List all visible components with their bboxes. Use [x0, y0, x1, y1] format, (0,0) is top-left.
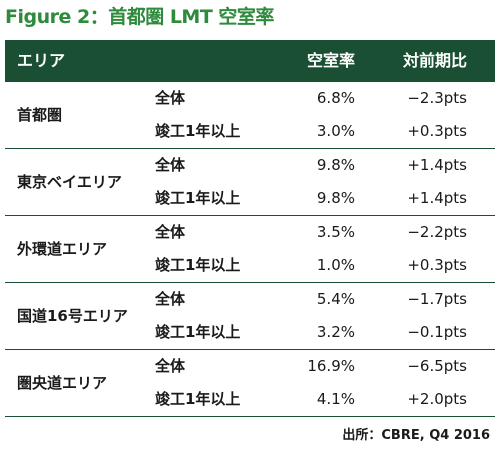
row-category: 全体	[155, 223, 186, 241]
table-row: 竣工1年以上 4.1% +2.0pts	[5, 383, 495, 416]
vacancy-value: 16.9%	[307, 357, 355, 375]
table-row: 竣工1年以上 3.0% +0.3pts	[5, 115, 495, 148]
table-group: 外環道エリア 全体 3.5% −2.2pts 竣工1年以上 1.0% +0.3pts	[5, 216, 495, 283]
vacancy-value: 9.8%	[316, 156, 355, 174]
row-category: 全体	[155, 156, 186, 174]
vacancy-value: 4.1%	[316, 390, 355, 408]
header-yoy: 対前期比	[402, 51, 467, 70]
table-row: 全体 6.8% −2.3pts	[5, 82, 495, 115]
row-category: 全体	[155, 290, 186, 308]
table-group: 圏央道エリア 全体 16.9% −6.5pts 竣工1年以上 4.1% +2.0pts	[5, 350, 495, 417]
header-vacancy: 空室率	[306, 51, 355, 70]
table-row: 竣工1年以上 3.2% −0.1pts	[5, 316, 495, 349]
vacancy-value: 3.2%	[316, 323, 355, 341]
table-row: 全体 3.5% −2.2pts	[5, 216, 495, 249]
vacancy-value: 3.5%	[316, 223, 355, 241]
yoy-value: +2.0pts	[407, 390, 467, 408]
area-name: 外環道エリア	[17, 240, 108, 258]
vacancy-value: 9.8%	[316, 189, 355, 207]
table-group: 国道16号エリア 全体 5.4% −1.7pts 竣工1年以上 3.2% −0.1pts	[5, 283, 495, 350]
vacancy-table: エリア 空室率 対前期比 首都圏 全体 6.8% −2.3pts 竣工1年以上 3.0% +…	[5, 40, 495, 417]
table-group: 東京ベイエリア 全体 9.8% +1.4pts 竣工1年以上 9.8% +1.4pts	[5, 149, 495, 216]
yoy-value: +1.4pts	[407, 156, 467, 174]
source-note: 出所：CBRE, Q4 2016	[342, 428, 490, 443]
yoy-value: −1.7pts	[407, 290, 467, 308]
vacancy-value: 5.4%	[316, 290, 355, 308]
yoy-value: +1.4pts	[407, 189, 467, 207]
row-category: 竣工1年以上	[155, 390, 241, 408]
vacancy-value: 1.0%	[316, 256, 355, 274]
yoy-value: +0.3pts	[407, 256, 467, 274]
table-row: 全体 9.8% +1.4pts	[5, 149, 495, 182]
area-name: 国道16号エリア	[17, 307, 128, 325]
row-category: 竣工1年以上	[155, 189, 241, 207]
table-row: 全体 5.4% −1.7pts	[5, 283, 495, 316]
row-category: 竣工1年以上	[155, 122, 241, 140]
table-row: 全体 16.9% −6.5pts	[5, 350, 495, 383]
yoy-value: −0.1pts	[407, 323, 467, 341]
figure-title: Figure 2：首都圏 LMT 空室率	[5, 6, 274, 28]
table-header: エリア 空室率 対前期比	[5, 40, 495, 82]
yoy-value: +0.3pts	[407, 122, 467, 140]
yoy-value: −6.5pts	[407, 357, 467, 375]
vacancy-value: 3.0%	[316, 122, 355, 140]
table-row: 竣工1年以上 1.0% +0.3pts	[5, 249, 495, 282]
yoy-value: −2.3pts	[407, 89, 467, 107]
table-group: 首都圏 全体 6.8% −2.3pts 竣工1年以上 3.0% +0.3pts	[5, 82, 495, 149]
table-body: 首都圏 全体 6.8% −2.3pts 竣工1年以上 3.0% +0.3pts 東京ベイエリア…	[5, 82, 495, 417]
vacancy-value: 6.8%	[316, 89, 355, 107]
yoy-value: −2.2pts	[407, 223, 467, 241]
row-category: 竣工1年以上	[155, 256, 241, 274]
table-row: 竣工1年以上 9.8% +1.4pts	[5, 182, 495, 215]
row-category: 全体	[155, 89, 186, 107]
area-name: 首都圏	[17, 106, 63, 124]
area-name: 圏央道エリア	[17, 374, 108, 392]
header-area: エリア	[17, 51, 66, 70]
row-category: 竣工1年以上	[155, 323, 241, 341]
area-name: 東京ベイエリア	[17, 173, 122, 191]
row-category: 全体	[155, 357, 186, 375]
